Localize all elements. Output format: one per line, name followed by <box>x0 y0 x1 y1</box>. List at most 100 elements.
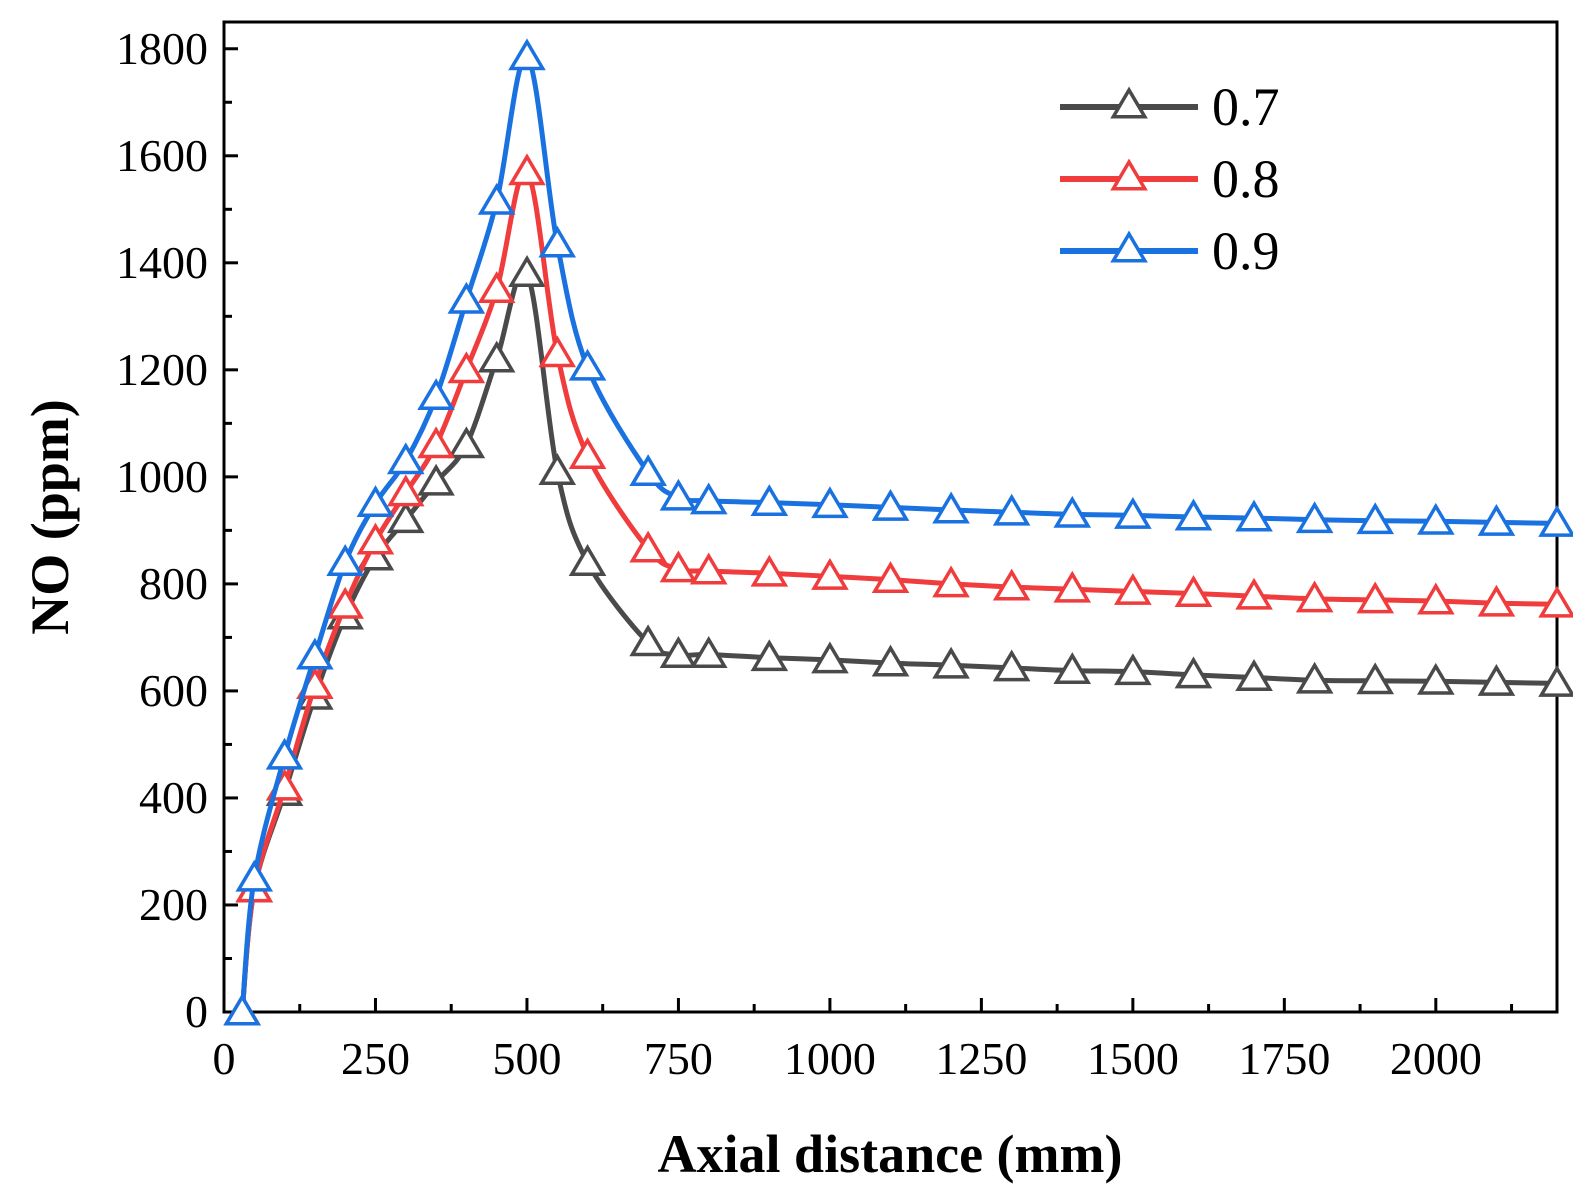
data-point <box>235 859 274 892</box>
data-point <box>992 493 1031 526</box>
data-point <box>689 482 728 515</box>
data-point <box>932 565 970 598</box>
data-point <box>992 649 1031 682</box>
data-point <box>386 501 425 534</box>
data-point <box>296 637 334 670</box>
data-point <box>1295 580 1334 613</box>
data-point <box>447 281 486 314</box>
data-point <box>1538 664 1573 697</box>
data-point <box>659 550 698 583</box>
x-tick-label: 250 <box>341 1033 410 1084</box>
data-point <box>265 737 304 770</box>
data-point <box>689 552 728 585</box>
data-point <box>871 488 910 521</box>
data-point <box>1477 584 1516 617</box>
data-point <box>1053 495 1092 528</box>
data-point <box>629 624 667 657</box>
data-point <box>1295 501 1334 534</box>
y-tick-label: 1200 <box>116 344 208 395</box>
series-layer <box>223 38 1573 1026</box>
data-point <box>223 993 261 1026</box>
legend-item-0.7: 0.7 <box>1060 77 1280 137</box>
data-point <box>538 335 577 368</box>
data-point <box>1053 652 1092 685</box>
data-point <box>750 554 789 587</box>
data-point <box>629 454 667 487</box>
data-point <box>1235 499 1273 532</box>
legend-label: 0.7 <box>1212 77 1280 137</box>
data-point <box>1417 662 1455 695</box>
data-point <box>659 636 698 668</box>
data-point <box>1174 656 1213 689</box>
series-0.9 <box>223 38 1573 1026</box>
data-point <box>326 544 364 576</box>
legend-marker <box>1110 158 1148 191</box>
legend: 0.7 0.8 0.9 <box>1060 77 1280 281</box>
legend-label: 0.9 <box>1212 221 1280 281</box>
data-point <box>1174 575 1213 607</box>
data-point <box>871 644 910 677</box>
data-point <box>659 478 698 511</box>
data-point <box>992 568 1031 601</box>
legend-marker <box>1110 230 1148 263</box>
data-point <box>1174 498 1213 531</box>
data-point <box>568 348 607 381</box>
series-0.7 <box>223 255 1573 1026</box>
x-axis-title: Axial distance (mm) <box>658 1124 1123 1184</box>
data-point <box>508 38 546 71</box>
data-point <box>1417 502 1455 535</box>
data-point <box>1295 661 1334 694</box>
y-tick-label: 800 <box>139 558 208 609</box>
y-tick-label: 600 <box>139 665 208 716</box>
data-point <box>1114 496 1152 529</box>
legend-marker <box>1110 86 1148 119</box>
data-point <box>750 639 789 672</box>
data-point <box>1417 582 1455 615</box>
data-point <box>932 646 970 679</box>
y-tick-label: 1000 <box>116 451 208 502</box>
data-point <box>1235 577 1273 610</box>
data-point <box>811 641 849 674</box>
data-point <box>447 351 486 384</box>
data-point <box>417 378 455 411</box>
data-point <box>1235 659 1273 691</box>
x-tick-label: 1750 <box>1238 1033 1330 1084</box>
data-point <box>1356 581 1395 614</box>
x-tick-label: 750 <box>644 1033 713 1084</box>
data-point <box>356 485 395 518</box>
data-point <box>417 426 455 459</box>
x-tick-label: 0 <box>213 1033 236 1084</box>
data-point <box>356 522 395 555</box>
data-point <box>508 255 546 287</box>
x-tick-label: 1000 <box>784 1033 876 1084</box>
x-tick-label: 1500 <box>1087 1033 1179 1084</box>
data-point <box>477 182 516 215</box>
data-point <box>1053 570 1092 603</box>
legend-item-0.8: 0.8 <box>1060 149 1280 209</box>
data-point <box>871 561 910 594</box>
data-point <box>932 491 970 524</box>
x-tick-label: 500 <box>492 1033 561 1084</box>
data-point <box>1477 663 1516 696</box>
data-point <box>326 586 364 619</box>
data-point <box>477 271 516 304</box>
data-point <box>629 530 667 563</box>
data-point <box>811 486 849 519</box>
data-point <box>689 636 728 668</box>
y-tick-label: 0 <box>185 986 208 1037</box>
data-point <box>508 153 546 186</box>
data-point <box>568 437 607 469</box>
y-axis-title: NO (ppm) <box>20 399 80 635</box>
y-tick-label: 1400 <box>116 237 208 288</box>
data-point <box>1477 503 1516 536</box>
data-point <box>1538 585 1573 618</box>
data-point <box>1538 504 1573 537</box>
data-point <box>1356 662 1395 695</box>
series-line <box>239 54 1558 1013</box>
data-point <box>447 426 486 459</box>
x-tick-label: 1250 <box>935 1033 1027 1084</box>
y-tick-label: 200 <box>139 879 208 930</box>
y-tick-label: 1600 <box>116 130 208 181</box>
series-0.8 <box>223 153 1573 1026</box>
